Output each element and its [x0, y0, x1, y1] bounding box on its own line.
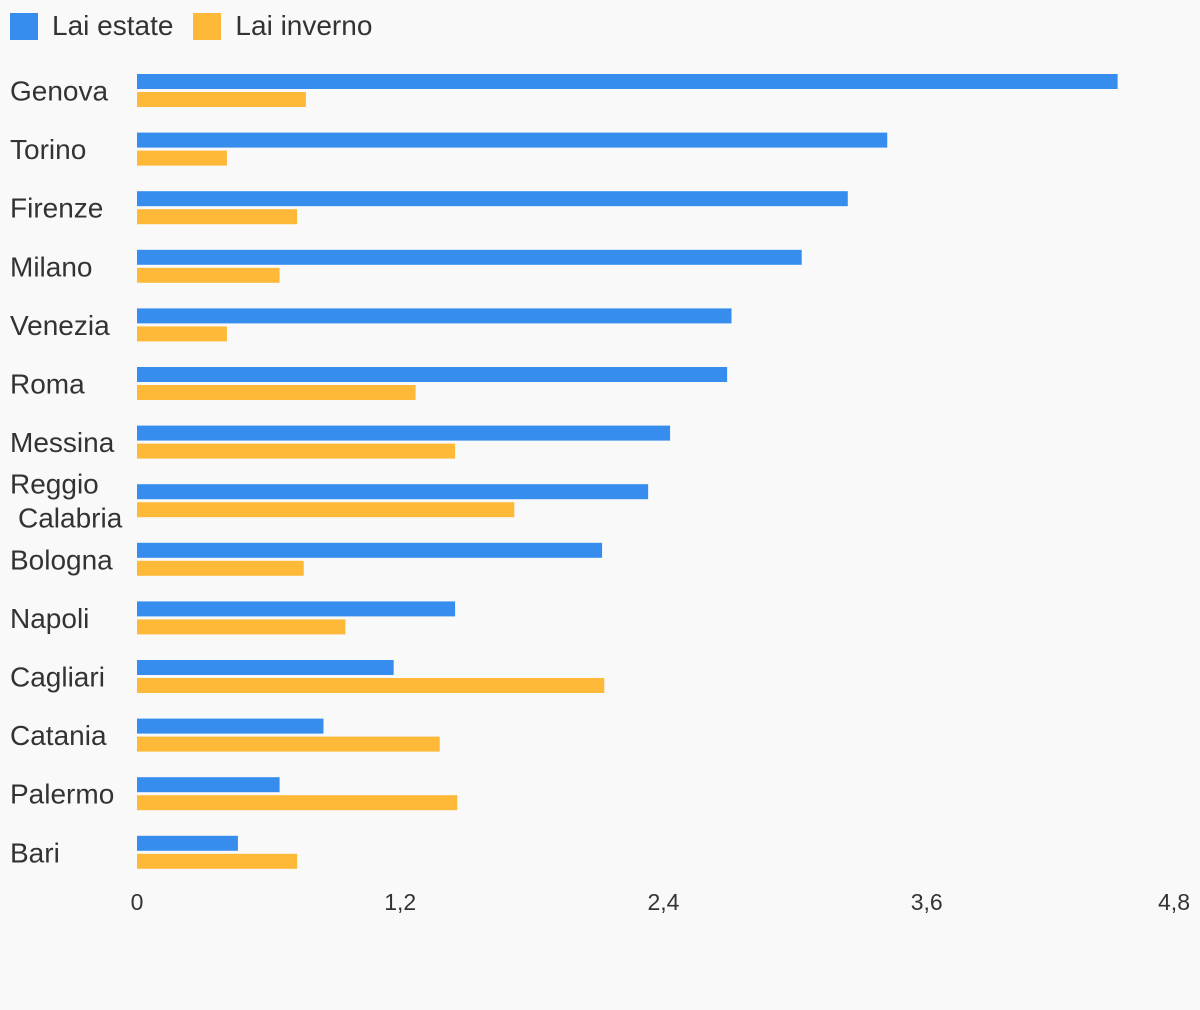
bar-inverno-bologna[interactable]: [137, 560, 304, 576]
bar-inverno-torino[interactable]: [137, 150, 227, 166]
legend: Lai estate Lai inverno: [10, 10, 392, 42]
bar-estate-genova[interactable]: [137, 74, 1118, 89]
bar-inverno-bari[interactable]: [137, 853, 298, 869]
category-label: Roma: [10, 369, 85, 400]
bar-inverno-reggio-calabria[interactable]: [137, 502, 515, 518]
category-label: Cagliari: [10, 662, 105, 693]
legend-swatch-estate: [10, 12, 38, 40]
bar-estate-torino[interactable]: [137, 132, 888, 148]
category-label: Reggio Calabria: [10, 469, 123, 534]
legend-swatch-inverno: [193, 12, 222, 40]
category-label: Bologna: [10, 544, 113, 575]
bar-inverno-genova[interactable]: [137, 92, 306, 107]
category-label: Palermo: [10, 779, 114, 810]
bar-estate-cagliari[interactable]: [137, 660, 394, 675]
x-tick-label: 4,8: [1158, 889, 1190, 915]
bar-inverno-milano[interactable]: [137, 267, 280, 283]
bar-estate-roma[interactable]: [137, 367, 728, 382]
category-label: Bari: [10, 837, 60, 868]
category-label: Napoli: [10, 603, 89, 634]
bar-inverno-messina[interactable]: [137, 443, 456, 459]
category-label: Milano: [10, 251, 92, 282]
bar-estate-milano[interactable]: [137, 249, 802, 265]
bar-estate-messina[interactable]: [137, 425, 671, 441]
bar-inverno-palermo[interactable]: [137, 795, 458, 811]
category-label: Firenze: [10, 193, 103, 224]
bar-inverno-catania[interactable]: [137, 736, 440, 752]
bar-estate-bari[interactable]: [137, 835, 238, 851]
bar-estate-catania[interactable]: [137, 718, 324, 734]
bar-estate-napoli[interactable]: [137, 601, 456, 617]
category-label: Genova: [10, 76, 108, 107]
category-label: Messina: [10, 427, 115, 458]
legend-item-inverno[interactable]: Lai inverno: [193, 10, 372, 42]
legend-item-estate[interactable]: Lai estate: [10, 10, 173, 42]
bar-inverno-venezia[interactable]: [137, 326, 227, 342]
x-tick-label: 2,4: [648, 889, 680, 915]
category-label: Torino: [10, 134, 86, 165]
bar-estate-venezia[interactable]: [137, 308, 732, 324]
bar-inverno-napoli[interactable]: [137, 619, 346, 635]
bar-estate-reggio-calabria[interactable]: [137, 484, 649, 500]
bar-inverno-roma[interactable]: [137, 385, 416, 400]
bar-estate-palermo[interactable]: [137, 777, 280, 793]
bar-inverno-firenze[interactable]: [137, 209, 298, 225]
x-tick-label: 3,6: [911, 889, 943, 915]
x-tick-label: 1,2: [384, 889, 416, 915]
bar-estate-firenze[interactable]: [137, 191, 848, 207]
bar-inverno-cagliari[interactable]: [137, 678, 605, 693]
category-label: Venezia: [10, 310, 110, 341]
x-tick-label: 0: [131, 889, 144, 915]
bar-estate-bologna[interactable]: [137, 542, 603, 558]
category-label: Catania: [10, 720, 107, 751]
legend-label-inverno: Lai inverno: [235, 10, 373, 41]
legend-label-estate: Lai estate: [52, 10, 174, 41]
